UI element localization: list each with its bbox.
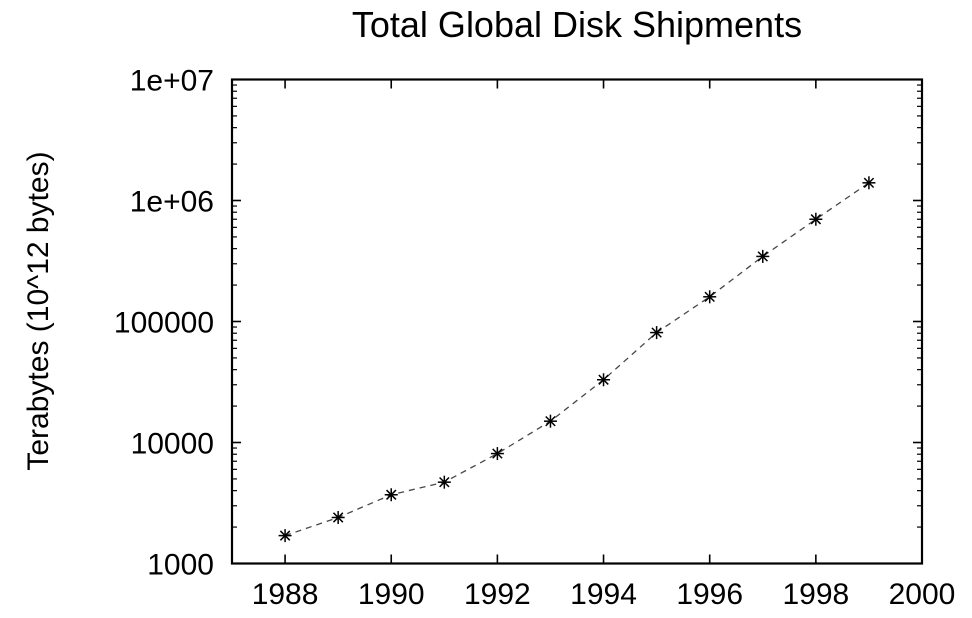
data-point-marker bbox=[650, 326, 664, 340]
data-point-marker bbox=[437, 475, 451, 489]
data-point-marker bbox=[597, 373, 611, 387]
series-markers bbox=[278, 176, 876, 543]
x-tick-label: 1998 bbox=[782, 578, 849, 611]
plot-border bbox=[230, 78, 924, 565]
axes bbox=[230, 78, 924, 565]
series-line bbox=[284, 182, 870, 537]
y-tick-label: 1e+06 bbox=[130, 186, 214, 219]
data-point-marker bbox=[703, 290, 717, 304]
data-point-marker bbox=[543, 414, 557, 428]
data-point-marker bbox=[862, 176, 876, 190]
x-tick-label: 1992 bbox=[464, 578, 531, 611]
x-tick-label: 1994 bbox=[570, 578, 637, 611]
x-tick-label: 1996 bbox=[676, 578, 743, 611]
x-tick-label: 1988 bbox=[252, 578, 319, 611]
data-point-marker bbox=[278, 529, 292, 543]
tick-labels: 1988 1990 1992 1994 1996 1998 2000 1000 10000 100… bbox=[114, 65, 955, 612]
data-point-marker bbox=[384, 488, 398, 502]
y-tick-label: 100000 bbox=[114, 307, 214, 340]
data-point-marker bbox=[809, 212, 823, 226]
y-tick-label: 1000 bbox=[147, 549, 214, 582]
data-point-marker bbox=[490, 447, 504, 461]
x-tick-label: 2000 bbox=[889, 578, 956, 611]
y-tick-label: 1e+07 bbox=[130, 65, 214, 98]
data-point-marker bbox=[756, 249, 770, 263]
x-tick-label: 1990 bbox=[358, 578, 425, 611]
chart-title: Total Global Disk Shipments bbox=[351, 4, 803, 45]
y-tick-label: 10000 bbox=[131, 428, 214, 461]
data-point-marker bbox=[331, 510, 345, 524]
